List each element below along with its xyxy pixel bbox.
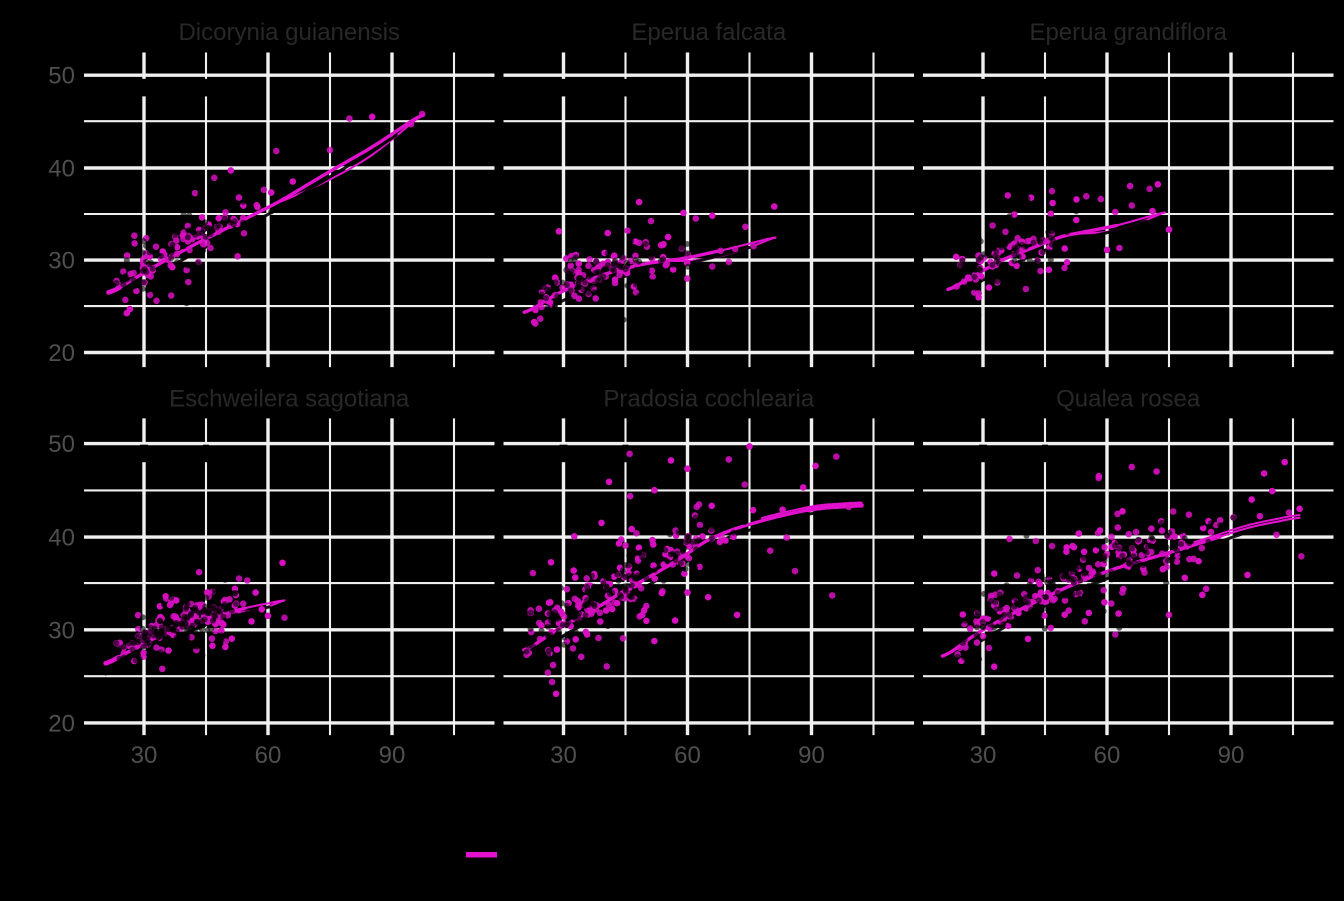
svg-text:20: 20 [48,340,75,367]
svg-text:30: 30 [48,248,75,275]
svg-text:90: 90 [379,742,406,769]
svg-text:30: 30 [550,742,577,769]
svg-text:Dicorynia guianensis: Dicorynia guianensis [178,19,399,46]
svg-text:Qualea rosea: Qualea rosea [1056,386,1201,413]
svg-text:40: 40 [48,156,75,183]
svg-text:50: 50 [48,431,75,458]
svg-text:60: 60 [255,742,282,769]
svg-text:60: 60 [1094,742,1121,769]
svg-text:40: 40 [48,525,75,552]
svg-text:90: 90 [798,742,825,769]
svg-text:Eperua falcata: Eperua falcata [631,19,786,46]
svg-text:Pradosia cochlearia: Pradosia cochlearia [603,386,814,413]
svg-text:30: 30 [131,742,158,769]
svg-text:Eperua grandiflora: Eperua grandiflora [1029,19,1227,46]
svg-text:Eschweilera sagotiana: Eschweilera sagotiana [169,386,410,413]
svg-text:20: 20 [48,710,75,737]
svg-text:60: 60 [674,742,701,769]
svg-text:30: 30 [48,617,75,644]
svg-text:50: 50 [48,63,75,90]
svg-text:90: 90 [1218,742,1245,769]
svg-text:30: 30 [970,742,997,769]
